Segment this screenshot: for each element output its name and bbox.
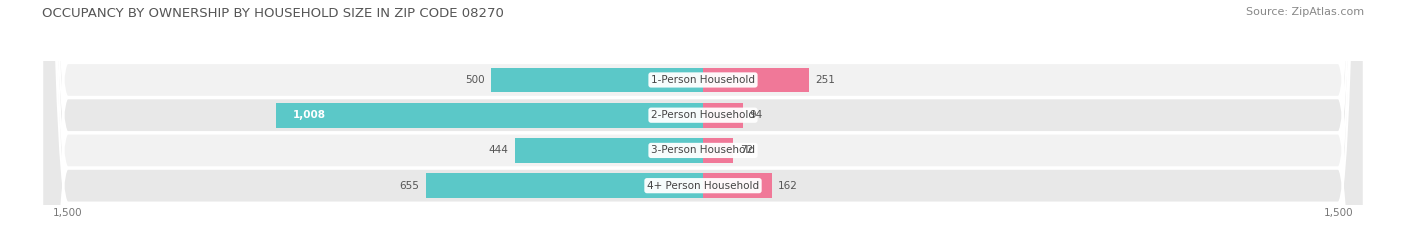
Text: 500: 500 — [465, 75, 485, 85]
Bar — [426, 173, 703, 198]
Text: 162: 162 — [778, 181, 797, 191]
Text: 1-Person Household: 1-Person Household — [651, 75, 755, 85]
Bar — [515, 138, 703, 163]
Text: 4+ Person Household: 4+ Person Household — [647, 181, 759, 191]
Bar — [703, 68, 810, 92]
FancyBboxPatch shape — [42, 0, 1364, 233]
Bar — [703, 103, 742, 127]
Text: 94: 94 — [749, 110, 762, 120]
Bar — [703, 138, 734, 163]
Bar — [276, 103, 703, 127]
Text: 251: 251 — [815, 75, 835, 85]
Text: Source: ZipAtlas.com: Source: ZipAtlas.com — [1246, 7, 1364, 17]
Text: 655: 655 — [399, 181, 419, 191]
Text: 444: 444 — [489, 145, 509, 155]
Text: 1,008: 1,008 — [292, 110, 326, 120]
FancyBboxPatch shape — [42, 0, 1364, 233]
Bar — [703, 173, 772, 198]
Text: 3-Person Household: 3-Person Household — [651, 145, 755, 155]
Bar — [491, 68, 703, 92]
FancyBboxPatch shape — [42, 0, 1364, 233]
Text: OCCUPANCY BY OWNERSHIP BY HOUSEHOLD SIZE IN ZIP CODE 08270: OCCUPANCY BY OWNERSHIP BY HOUSEHOLD SIZE… — [42, 7, 505, 20]
Text: 72: 72 — [740, 145, 754, 155]
Text: 2-Person Household: 2-Person Household — [651, 110, 755, 120]
FancyBboxPatch shape — [42, 0, 1364, 233]
